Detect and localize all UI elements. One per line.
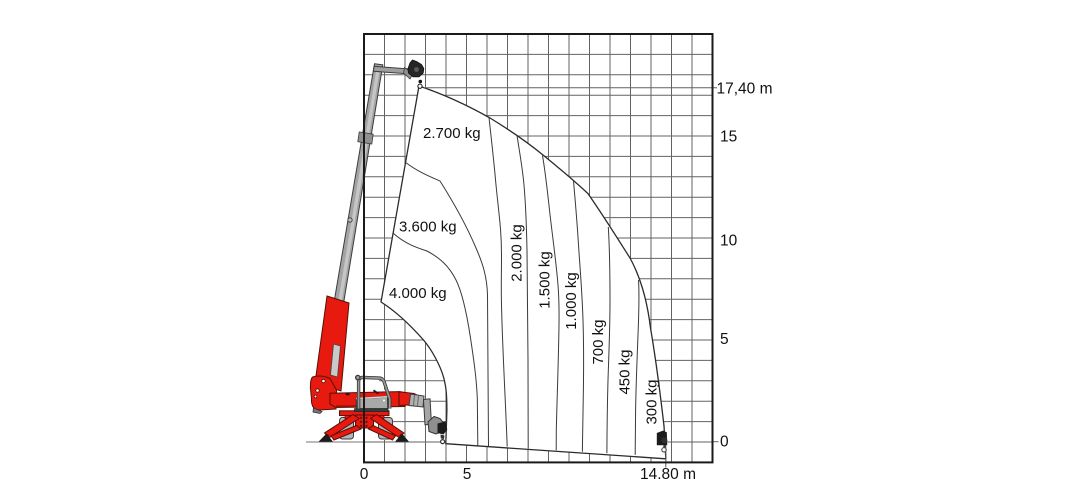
svg-text:300 kg: 300 kg	[643, 379, 660, 424]
svg-text:17,40 m: 17,40 m	[717, 81, 773, 98]
svg-text:10: 10	[720, 233, 738, 250]
svg-text:700 kg: 700 kg	[590, 319, 607, 364]
svg-text:15: 15	[720, 129, 737, 146]
svg-text:0: 0	[360, 466, 369, 483]
svg-text:4.000 kg: 4.000 kg	[389, 285, 447, 302]
svg-text:3.600 kg: 3.600 kg	[399, 219, 457, 236]
svg-text:0: 0	[720, 434, 729, 451]
svg-text:1.500 kg: 1.500 kg	[536, 251, 553, 309]
svg-text:5: 5	[463, 466, 472, 483]
svg-text:2.700 kg: 2.700 kg	[423, 125, 481, 142]
svg-text:450 kg: 450 kg	[616, 349, 633, 394]
svg-text:5: 5	[720, 331, 729, 348]
svg-text:14.80 m: 14.80 m	[640, 466, 696, 483]
svg-text:1.000 kg: 1.000 kg	[563, 272, 580, 330]
svg-text:2.000 kg: 2.000 kg	[508, 224, 525, 282]
